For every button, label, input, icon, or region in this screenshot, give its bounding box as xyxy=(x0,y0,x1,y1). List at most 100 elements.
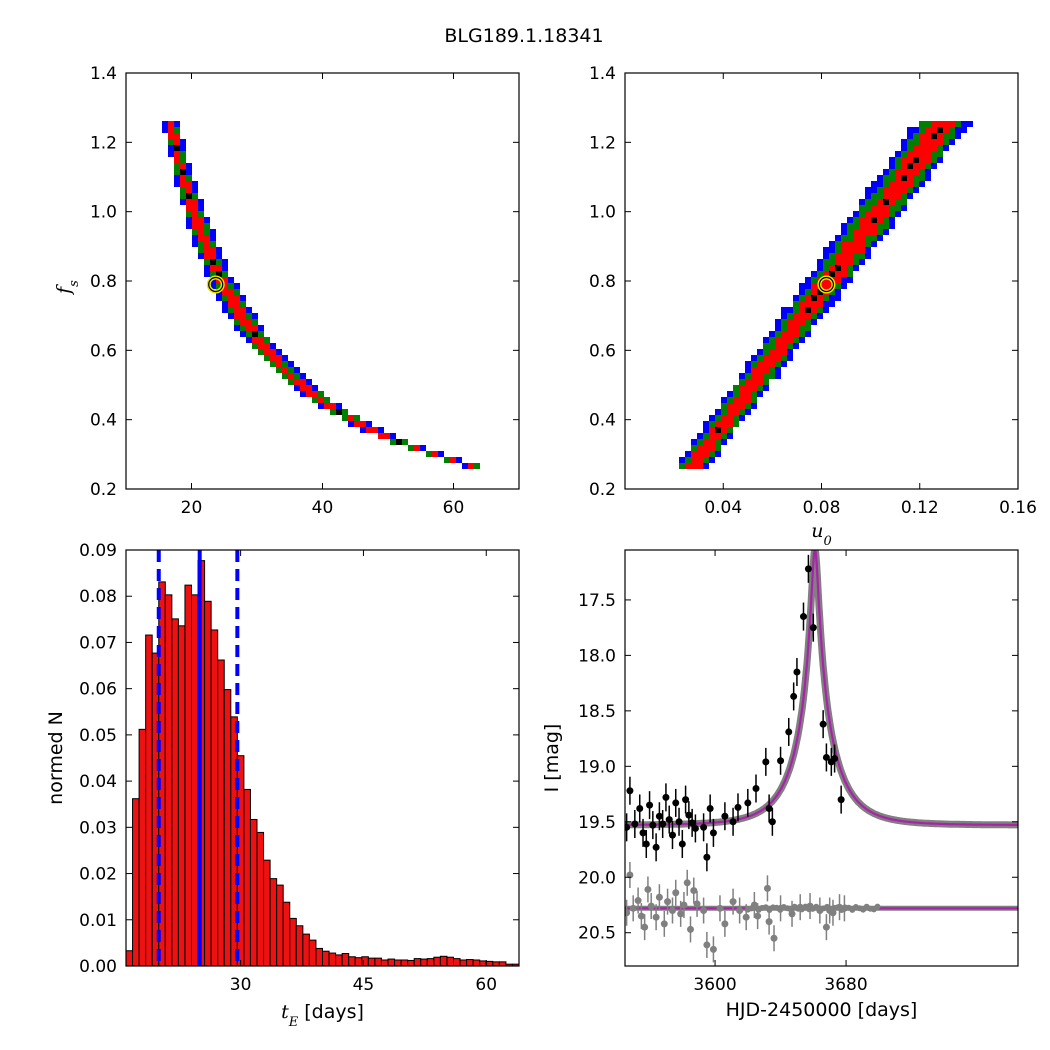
heatmap-cell-inner xyxy=(300,385,306,391)
heatmap-cell-middle xyxy=(919,175,925,181)
heatmap-cell-outer xyxy=(781,313,787,319)
data-point xyxy=(691,824,699,832)
best-fit-marker-edge xyxy=(208,276,224,293)
heatmap-cell-middle xyxy=(721,403,727,409)
heatmap-cell-outer xyxy=(312,385,318,391)
heatmap-cell-outer xyxy=(192,181,198,187)
data-point xyxy=(840,904,848,912)
heatmap-cell-outer xyxy=(186,223,192,229)
data-series-gray xyxy=(625,862,848,963)
heatmap-cell-middle xyxy=(895,163,901,169)
y-tick-label: 0.4 xyxy=(589,411,616,431)
heatmap-cell-middle xyxy=(204,223,210,229)
x-tick-label: 3680 xyxy=(824,975,867,995)
heatmap-cell-outer xyxy=(841,283,847,289)
heatmap-cell-middle xyxy=(889,211,895,217)
heatmap-cell-outer xyxy=(703,427,709,433)
heatmap-cell-outer xyxy=(799,337,805,343)
heatmap-cell-middle xyxy=(264,337,270,343)
heatmap-cell-middle xyxy=(204,259,210,265)
heatmap-cell-inner xyxy=(805,313,811,319)
heatmap-cell-inner xyxy=(270,355,276,361)
heatmap-cell-middle xyxy=(829,253,835,259)
data-point xyxy=(649,821,657,829)
heatmap-cell-outer xyxy=(871,241,877,247)
heatmap-cell-middle xyxy=(847,235,853,241)
heatmap-cell-outer xyxy=(775,367,781,373)
heatmap-cell-inner xyxy=(703,445,709,451)
heatmap-cell-middle xyxy=(865,205,871,211)
heatmap-cell-outer xyxy=(799,283,805,289)
heatmap-cell-middle xyxy=(949,133,955,139)
heatmap-cell-middle xyxy=(252,319,258,325)
histogram-bar xyxy=(249,818,258,967)
heatmap-cell-middle xyxy=(835,247,841,253)
heatmap-cell-middle xyxy=(901,193,907,199)
data-point xyxy=(625,909,631,917)
heatmap-cell-inner xyxy=(757,379,763,385)
heatmap-cell-outer xyxy=(210,283,216,289)
data-point xyxy=(642,840,650,848)
heatmap-cell-middle xyxy=(919,121,925,127)
heatmap-cell-outer xyxy=(955,127,961,133)
heatmap-cell-outer xyxy=(162,121,168,127)
heatmap-cell-inner xyxy=(943,127,949,133)
heatmap-cell-middle xyxy=(198,247,204,253)
heatmap-cell-middle xyxy=(739,409,745,415)
heatmap-cell-inner xyxy=(246,325,252,331)
heatmap-cell-outer xyxy=(805,283,811,289)
heatmap-cell-middle xyxy=(883,175,889,181)
heatmap-cell-inner xyxy=(919,133,925,139)
data-point xyxy=(829,909,837,917)
y-tick-label: 0.04 xyxy=(79,772,117,792)
heatmap-cell-inner xyxy=(781,343,787,349)
data-point xyxy=(680,901,688,909)
heatmap-cell-inner xyxy=(775,343,781,349)
figure-title: BLG189.1.18341 xyxy=(444,25,603,47)
heatmap-cell-middle xyxy=(733,415,739,421)
heatmap-cell-outer xyxy=(835,235,841,241)
heatmap-cell-outer xyxy=(679,457,685,463)
data-point xyxy=(742,913,750,921)
histogram-bar xyxy=(217,659,225,967)
heatmap-cell-middle xyxy=(216,283,222,289)
heatmap-cell-middle xyxy=(781,319,787,325)
heatmap-cell-middle xyxy=(799,295,805,301)
heatmap-cell-inner xyxy=(925,133,931,139)
heatmap-cell-inner xyxy=(835,271,841,277)
histogram-bar xyxy=(171,618,179,967)
axes-frame xyxy=(125,72,520,490)
data-point xyxy=(672,889,680,897)
residual-dense-point xyxy=(874,903,881,910)
heatmap-cell-inner xyxy=(180,163,186,169)
heatmap-cell-core xyxy=(817,289,823,295)
panel-light-curve: 3600 3680 17.5 18.0 18.5 19.0 19.5 20.0 20.5 I [m… xyxy=(541,549,1019,1021)
heatmap-cell-inner xyxy=(895,169,901,175)
heatmap-cell-core xyxy=(835,265,841,271)
heatmap-cell-outer xyxy=(180,145,186,151)
heatmap-cell-middle xyxy=(679,463,685,469)
y-tick-label: 0.8 xyxy=(90,272,117,292)
y-tick-label: 0.05 xyxy=(79,726,117,746)
heatmap-cell-core xyxy=(901,175,907,181)
heatmap-cell-inner xyxy=(895,181,901,187)
heatmap-cell-outer xyxy=(210,235,216,241)
panel-fs-vs-tE: 20 40 60 0.2 0.4 0.6 0.8 1.0 1.2 1.4 fs xyxy=(53,64,520,518)
y-tick-label: 1.2 xyxy=(589,133,616,153)
heatmap-cell-outer xyxy=(180,199,186,205)
heatmap-cell-middle xyxy=(937,151,943,157)
heatmap-cell-middle xyxy=(829,289,835,295)
heatmap-cell-outer xyxy=(865,247,871,253)
heatmap-cell-inner xyxy=(853,247,859,253)
heatmap-cell-inner xyxy=(198,235,204,241)
heatmap-cell-inner xyxy=(192,217,198,223)
histogram-bar xyxy=(158,581,166,967)
heatmap-cell-inner xyxy=(691,451,697,457)
heatmap-cell-inner xyxy=(871,229,877,235)
heatmap-cell-inner xyxy=(204,241,210,247)
heatmap-cell-outer xyxy=(913,127,919,133)
heatmap-cell-outer xyxy=(847,277,853,283)
heatmap-cell-middle xyxy=(823,265,829,271)
heatmap-cell-inner xyxy=(781,349,787,355)
heatmap-cell-inner xyxy=(937,139,943,145)
